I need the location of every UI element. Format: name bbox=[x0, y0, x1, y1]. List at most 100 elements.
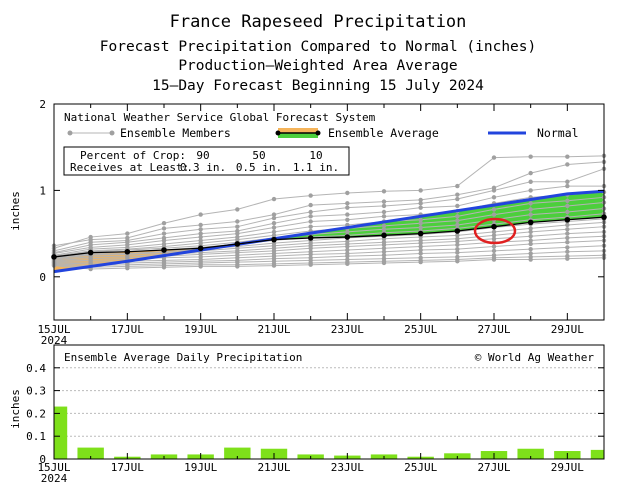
ensemble-member-point bbox=[198, 227, 203, 232]
ensemble-average-point bbox=[491, 223, 497, 230]
ensemble-member-point bbox=[528, 179, 533, 184]
y-tick-label: 0.1 bbox=[26, 430, 46, 443]
daily-plot-frame bbox=[53, 344, 605, 460]
x-tick-label: 23JUL bbox=[331, 461, 364, 474]
ensemble-member-point bbox=[455, 250, 460, 255]
x-tick-year-label: 2024 bbox=[41, 334, 68, 347]
ensemble-member-point bbox=[418, 225, 423, 230]
ensemble-member-point bbox=[565, 222, 570, 228]
ensemble-member-point bbox=[455, 192, 460, 197]
ensemble-member-point bbox=[565, 209, 570, 215]
legend-members-label: Ensemble Members bbox=[120, 126, 231, 140]
ensemble-member-point bbox=[381, 253, 387, 258]
ensemble-member-point bbox=[455, 239, 460, 244]
ensemble-member-point bbox=[235, 207, 240, 212]
ensemble-member-point bbox=[528, 170, 533, 176]
ensemble-member-point bbox=[271, 196, 277, 202]
ensemble-average-point bbox=[564, 216, 571, 223]
legend-average-label: Ensemble Average bbox=[328, 126, 439, 140]
legend-average-marker bbox=[315, 130, 321, 136]
x-tick-year-label: 2024 bbox=[41, 472, 68, 485]
ensemble-member-point bbox=[198, 264, 203, 269]
ensemble-member-point bbox=[565, 249, 570, 254]
daily-panel-title: Ensemble Average Daily Precipitation bbox=[64, 351, 302, 364]
ensemble-member-point bbox=[455, 222, 460, 228]
ensemble-member-point bbox=[491, 155, 497, 160]
ensemble-member-point bbox=[528, 238, 533, 243]
ensemble-member-point bbox=[455, 242, 460, 248]
ensemble-member-point bbox=[271, 229, 277, 235]
ensemble-member-line bbox=[54, 240, 605, 263]
daily-precip-bar bbox=[517, 448, 544, 459]
x-tick-label: 23JUL bbox=[331, 323, 364, 336]
ensemble-member-point bbox=[271, 212, 277, 217]
daily-precip-bar bbox=[224, 447, 251, 459]
x-tick-label: 19JUL bbox=[184, 461, 217, 474]
ensemble-member-point bbox=[565, 256, 570, 261]
ensemble-member-point bbox=[125, 265, 130, 271]
ensemble-member-point bbox=[565, 231, 570, 236]
ensemble-member-point bbox=[235, 231, 240, 236]
ensemble-member-point bbox=[198, 231, 203, 236]
credit-text: © World Ag Weather bbox=[475, 351, 595, 364]
ensemble-member-point bbox=[491, 233, 497, 238]
y-tick-label: 0.4 bbox=[26, 362, 46, 375]
ensemble-member-point bbox=[528, 212, 533, 217]
crop-pct-10: 10 bbox=[309, 149, 322, 162]
x-tick-label: 15JUL bbox=[37, 461, 70, 474]
ensemble-member-point bbox=[381, 246, 387, 251]
ensemble-member-point bbox=[455, 218, 460, 223]
ensemble-member-point bbox=[528, 251, 533, 256]
ensemble-member-point bbox=[381, 189, 387, 194]
legend-normal-label: Normal bbox=[537, 126, 579, 140]
ensemble-member-point bbox=[491, 188, 497, 193]
legend: Ensemble Members Ensemble Average Normal bbox=[67, 126, 579, 140]
ensemble-member-line bbox=[53, 168, 605, 252]
ensemble-member-point bbox=[308, 246, 313, 251]
ensemble-member-line bbox=[53, 257, 605, 270]
x-tick-label: 27JUL bbox=[477, 461, 510, 474]
ensemble-member-line bbox=[53, 250, 605, 267]
ensemble-member-point bbox=[345, 229, 350, 235]
ensemble-member-point bbox=[198, 234, 203, 240]
ensemble-member-point bbox=[308, 214, 313, 219]
x-tick-label: 27JUL bbox=[477, 323, 510, 336]
ensemble-member-point bbox=[528, 201, 533, 206]
ensemble-member-point bbox=[491, 248, 497, 254]
ensemble-member-point bbox=[455, 214, 460, 219]
ensemble-member-point bbox=[345, 212, 350, 217]
ensemble-member-point bbox=[565, 240, 570, 245]
daily-precip-bar bbox=[590, 449, 604, 459]
y-tick-label: 0.3 bbox=[26, 385, 46, 398]
highlight-circle bbox=[473, 217, 517, 245]
y-tick-label: 2 bbox=[39, 98, 46, 111]
ensemble-member-point bbox=[418, 197, 423, 203]
ensemble-member-line bbox=[53, 208, 605, 258]
ensemble-average-point bbox=[344, 234, 351, 240]
ensemble-member-point bbox=[565, 203, 570, 209]
ensemble-member-point bbox=[528, 207, 533, 212]
ensemble-average-point bbox=[417, 230, 424, 237]
legend-members-marker bbox=[109, 130, 115, 136]
ensemble-member-point bbox=[491, 212, 497, 217]
daily-y-axis-label: inches bbox=[9, 389, 22, 429]
crop-pct-50: 50 bbox=[252, 149, 265, 162]
ensemble-average-point bbox=[381, 232, 387, 239]
ensemble-member-line bbox=[53, 155, 605, 249]
ensemble-member-point bbox=[381, 209, 387, 215]
ensemble-member-point bbox=[418, 244, 423, 249]
ensemble-member-point bbox=[565, 183, 570, 189]
ensemble-average-point bbox=[454, 228, 461, 234]
ensemble-member-point bbox=[381, 214, 387, 219]
ensemble-member-line bbox=[53, 196, 605, 256]
crop-row2-label: Receives at Least: bbox=[70, 161, 189, 174]
ensemble-member-point bbox=[455, 233, 460, 238]
ensemble-member-point bbox=[491, 257, 497, 262]
chart-subtitle-2: Production—Weighted Area Average bbox=[178, 58, 457, 74]
ensemble-member-point bbox=[565, 162, 570, 167]
ensemble-member-point bbox=[418, 251, 423, 256]
ensemble-member-point bbox=[381, 227, 387, 232]
ensemble-member-point bbox=[345, 247, 350, 253]
ensemble-member-point bbox=[528, 226, 533, 231]
ensemble-member-point bbox=[308, 202, 313, 208]
